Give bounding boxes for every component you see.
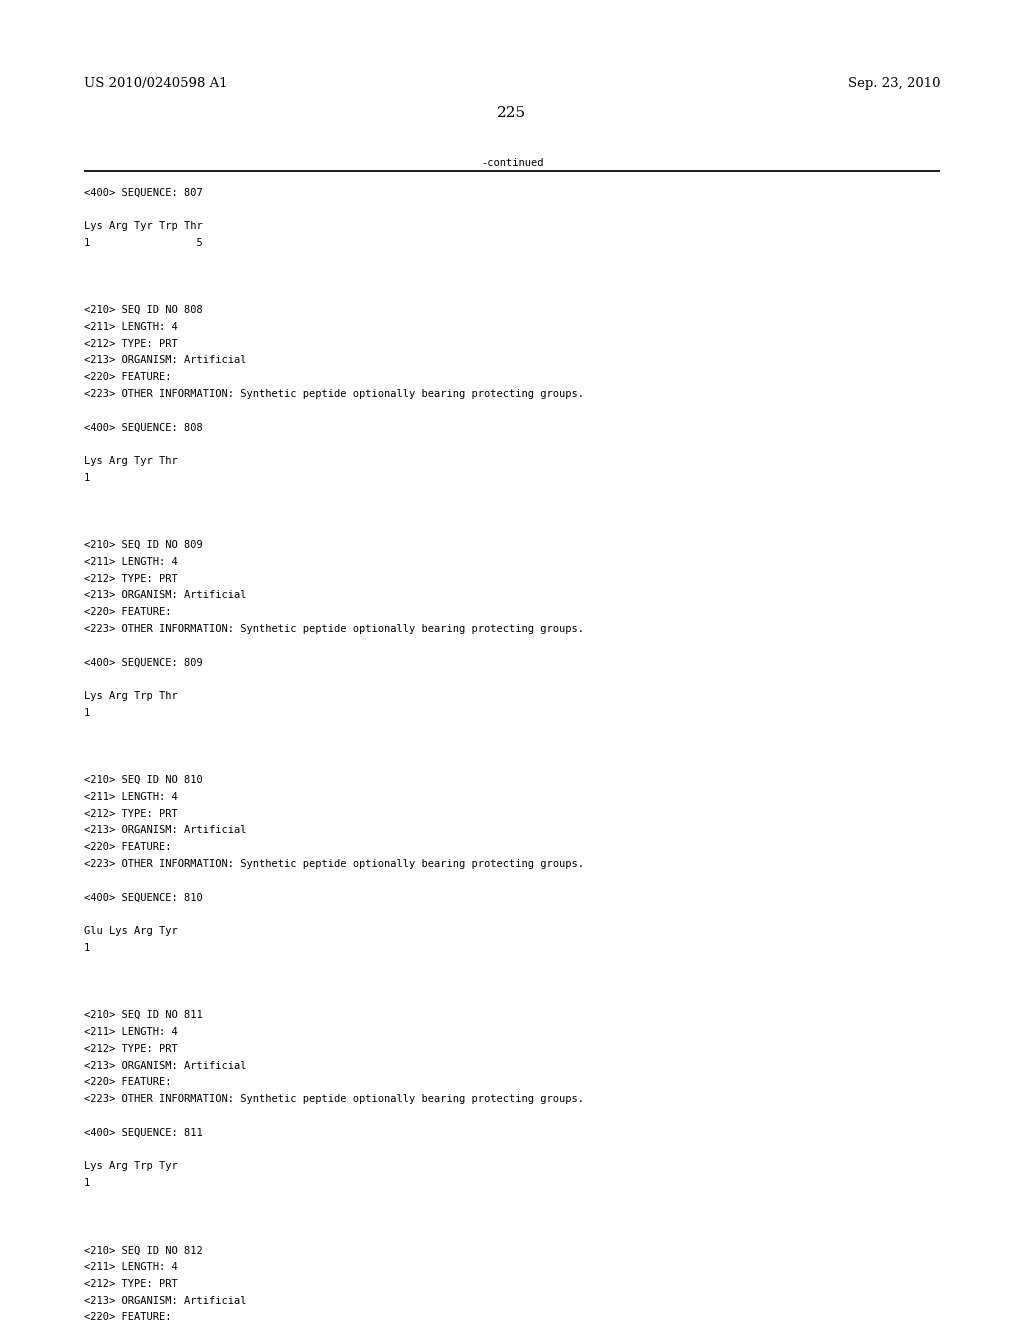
Text: <220> FEATURE:: <220> FEATURE:	[84, 1312, 171, 1320]
Text: US 2010/0240598 A1: US 2010/0240598 A1	[84, 77, 227, 90]
Text: Lys Arg Tyr Trp Thr: Lys Arg Tyr Trp Thr	[84, 220, 203, 231]
Text: <400> SEQUENCE: 809: <400> SEQUENCE: 809	[84, 657, 203, 668]
Text: <400> SEQUENCE: 810: <400> SEQUENCE: 810	[84, 892, 203, 903]
Text: <220> FEATURE:: <220> FEATURE:	[84, 842, 171, 853]
Text: <210> SEQ ID NO 809: <210> SEQ ID NO 809	[84, 540, 203, 550]
Text: Glu Lys Arg Tyr: Glu Lys Arg Tyr	[84, 927, 178, 936]
Text: 1: 1	[84, 708, 90, 718]
Text: <212> TYPE: PRT: <212> TYPE: PRT	[84, 1044, 178, 1053]
Text: <211> LENGTH: 4: <211> LENGTH: 4	[84, 557, 178, 566]
Text: <220> FEATURE:: <220> FEATURE:	[84, 1077, 171, 1088]
Text: <400> SEQUENCE: 808: <400> SEQUENCE: 808	[84, 422, 203, 433]
Text: <211> LENGTH: 4: <211> LENGTH: 4	[84, 792, 178, 801]
Text: 1: 1	[84, 473, 90, 483]
Text: <213> ORGANISM: Artificial: <213> ORGANISM: Artificial	[84, 825, 247, 836]
Text: <223> OTHER INFORMATION: Synthetic peptide optionally bearing protecting groups.: <223> OTHER INFORMATION: Synthetic pepti…	[84, 859, 584, 869]
Text: <211> LENGTH: 4: <211> LENGTH: 4	[84, 1027, 178, 1038]
Text: -continued: -continued	[480, 158, 544, 169]
Text: <223> OTHER INFORMATION: Synthetic peptide optionally bearing protecting groups.: <223> OTHER INFORMATION: Synthetic pepti…	[84, 624, 584, 634]
Text: <212> TYPE: PRT: <212> TYPE: PRT	[84, 574, 178, 583]
Text: <213> ORGANISM: Artificial: <213> ORGANISM: Artificial	[84, 1296, 247, 1305]
Text: Lys Arg Tyr Thr: Lys Arg Tyr Thr	[84, 457, 178, 466]
Text: <400> SEQUENCE: 811: <400> SEQUENCE: 811	[84, 1127, 203, 1138]
Text: <213> ORGANISM: Artificial: <213> ORGANISM: Artificial	[84, 355, 247, 366]
Text: <213> ORGANISM: Artificial: <213> ORGANISM: Artificial	[84, 590, 247, 601]
Text: 1: 1	[84, 942, 90, 953]
Text: <210> SEQ ID NO 808: <210> SEQ ID NO 808	[84, 305, 203, 315]
Text: <220> FEATURE:: <220> FEATURE:	[84, 607, 171, 618]
Text: <212> TYPE: PRT: <212> TYPE: PRT	[84, 338, 178, 348]
Text: <211> LENGTH: 4: <211> LENGTH: 4	[84, 322, 178, 331]
Text: Lys Arg Trp Thr: Lys Arg Trp Thr	[84, 692, 178, 701]
Text: 225: 225	[498, 106, 526, 120]
Text: Sep. 23, 2010: Sep. 23, 2010	[848, 77, 940, 90]
Text: <212> TYPE: PRT: <212> TYPE: PRT	[84, 809, 178, 818]
Text: Lys Arg Trp Tyr: Lys Arg Trp Tyr	[84, 1162, 178, 1171]
Text: <210> SEQ ID NO 812: <210> SEQ ID NO 812	[84, 1245, 203, 1255]
Text: <213> ORGANISM: Artificial: <213> ORGANISM: Artificial	[84, 1060, 247, 1071]
Text: 1                 5: 1 5	[84, 238, 203, 248]
Text: <223> OTHER INFORMATION: Synthetic peptide optionally bearing protecting groups.: <223> OTHER INFORMATION: Synthetic pepti…	[84, 1094, 584, 1104]
Text: <223> OTHER INFORMATION: Synthetic peptide optionally bearing protecting groups.: <223> OTHER INFORMATION: Synthetic pepti…	[84, 389, 584, 399]
Text: <220> FEATURE:: <220> FEATURE:	[84, 372, 171, 381]
Text: <210> SEQ ID NO 810: <210> SEQ ID NO 810	[84, 775, 203, 785]
Text: <210> SEQ ID NO 811: <210> SEQ ID NO 811	[84, 1010, 203, 1020]
Text: <211> LENGTH: 4: <211> LENGTH: 4	[84, 1262, 178, 1272]
Text: <212> TYPE: PRT: <212> TYPE: PRT	[84, 1279, 178, 1288]
Text: 1: 1	[84, 1177, 90, 1188]
Text: <400> SEQUENCE: 807: <400> SEQUENCE: 807	[84, 187, 203, 198]
